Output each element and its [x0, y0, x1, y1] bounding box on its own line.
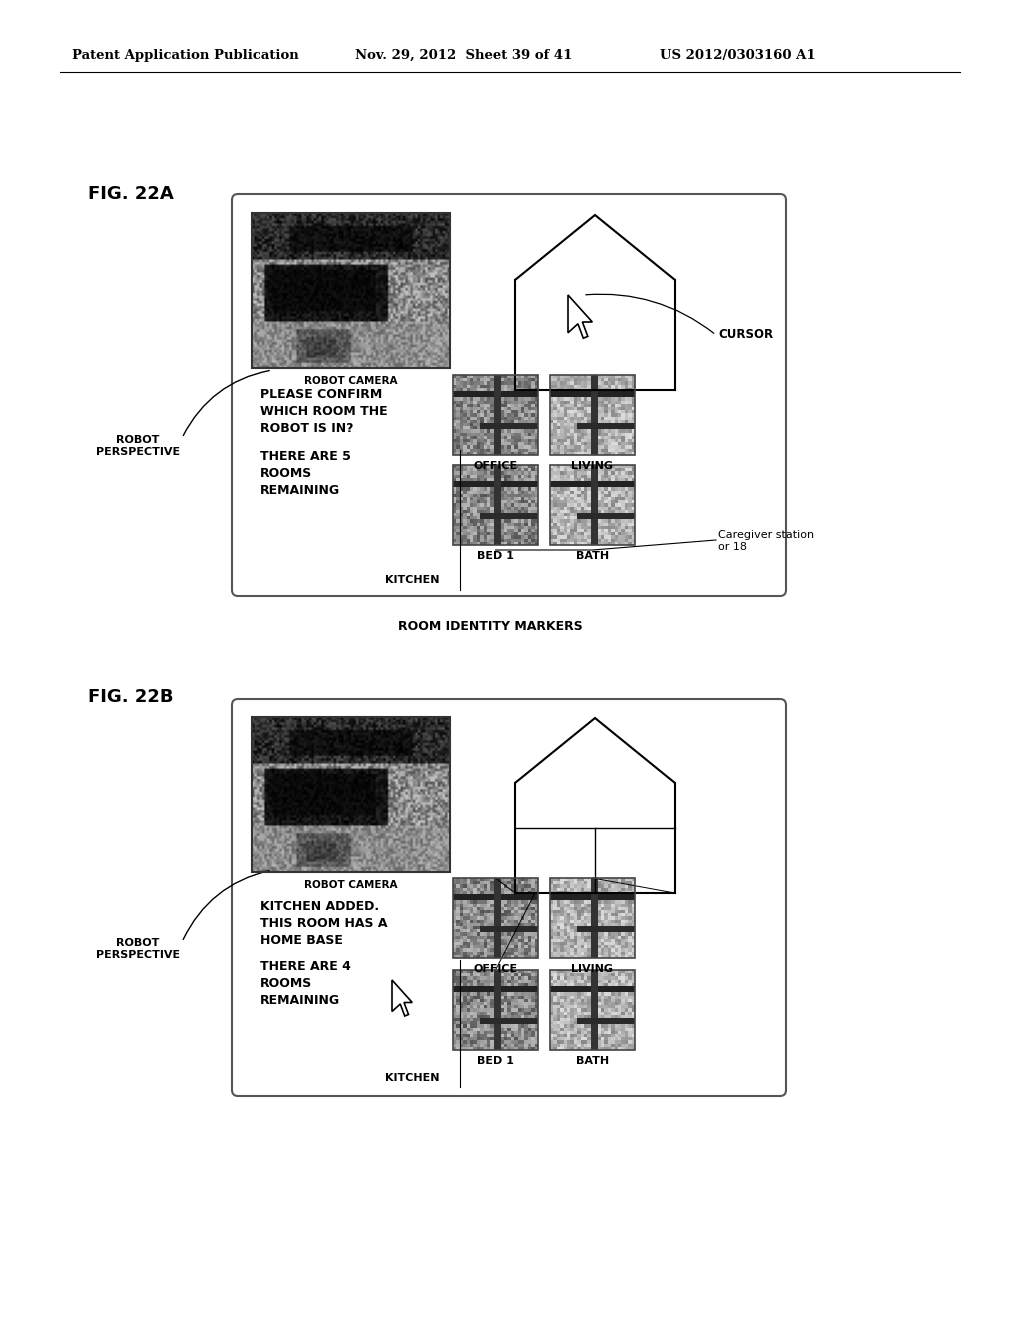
Bar — [550, 465, 635, 545]
Text: KITCHEN: KITCHEN — [385, 1073, 439, 1082]
Bar — [453, 465, 538, 545]
Text: FIG. 22A: FIG. 22A — [88, 185, 174, 203]
Bar — [453, 970, 538, 1049]
Text: ROBOT
PERSPECTIVE: ROBOT PERSPECTIVE — [96, 436, 180, 457]
Text: BATH: BATH — [575, 550, 609, 561]
Text: US 2012/0303160 A1: US 2012/0303160 A1 — [660, 49, 816, 62]
Text: FIG. 22B: FIG. 22B — [88, 688, 173, 706]
Bar — [550, 375, 635, 455]
Text: ROBOT
PERSPECTIVE: ROBOT PERSPECTIVE — [96, 939, 180, 960]
Text: ROBOT CAMERA: ROBOT CAMERA — [304, 880, 397, 890]
Text: CURSOR: CURSOR — [718, 329, 773, 342]
Text: Caregiver station
or 18: Caregiver station or 18 — [718, 531, 814, 552]
Text: LIVING: LIVING — [571, 461, 613, 471]
Text: PLEASE CONFIRM
WHICH ROOM THE
ROBOT IS IN?: PLEASE CONFIRM WHICH ROOM THE ROBOT IS I… — [260, 388, 388, 436]
Bar — [453, 375, 538, 455]
Bar — [550, 878, 635, 958]
Text: OFFICE: OFFICE — [473, 964, 517, 974]
Polygon shape — [392, 979, 413, 1016]
Text: KITCHEN ADDED.
THIS ROOM HAS A
HOME BASE: KITCHEN ADDED. THIS ROOM HAS A HOME BASE — [260, 900, 387, 946]
FancyBboxPatch shape — [232, 194, 786, 597]
Bar — [550, 970, 635, 1049]
FancyBboxPatch shape — [232, 700, 786, 1096]
Text: OFFICE: OFFICE — [473, 461, 517, 471]
Text: Nov. 29, 2012  Sheet 39 of 41: Nov. 29, 2012 Sheet 39 of 41 — [355, 49, 572, 62]
Text: Patent Application Publication: Patent Application Publication — [72, 49, 299, 62]
Text: BED 1: BED 1 — [477, 550, 514, 561]
Text: BATH: BATH — [575, 1056, 609, 1067]
Bar — [252, 213, 450, 368]
Text: THERE ARE 5
ROOMS
REMAINING: THERE ARE 5 ROOMS REMAINING — [260, 450, 351, 498]
Text: BED 1: BED 1 — [477, 1056, 514, 1067]
Bar — [453, 878, 538, 958]
Text: LIVING: LIVING — [571, 964, 613, 974]
Polygon shape — [568, 294, 592, 338]
Text: THERE ARE 4
ROOMS
REMAINING: THERE ARE 4 ROOMS REMAINING — [260, 960, 351, 1007]
Text: ROOM IDENTITY MARKERS: ROOM IDENTITY MARKERS — [397, 620, 583, 634]
Text: KITCHEN: KITCHEN — [385, 576, 439, 585]
Text: ROBOT CAMERA: ROBOT CAMERA — [304, 376, 397, 385]
Bar — [252, 717, 450, 873]
